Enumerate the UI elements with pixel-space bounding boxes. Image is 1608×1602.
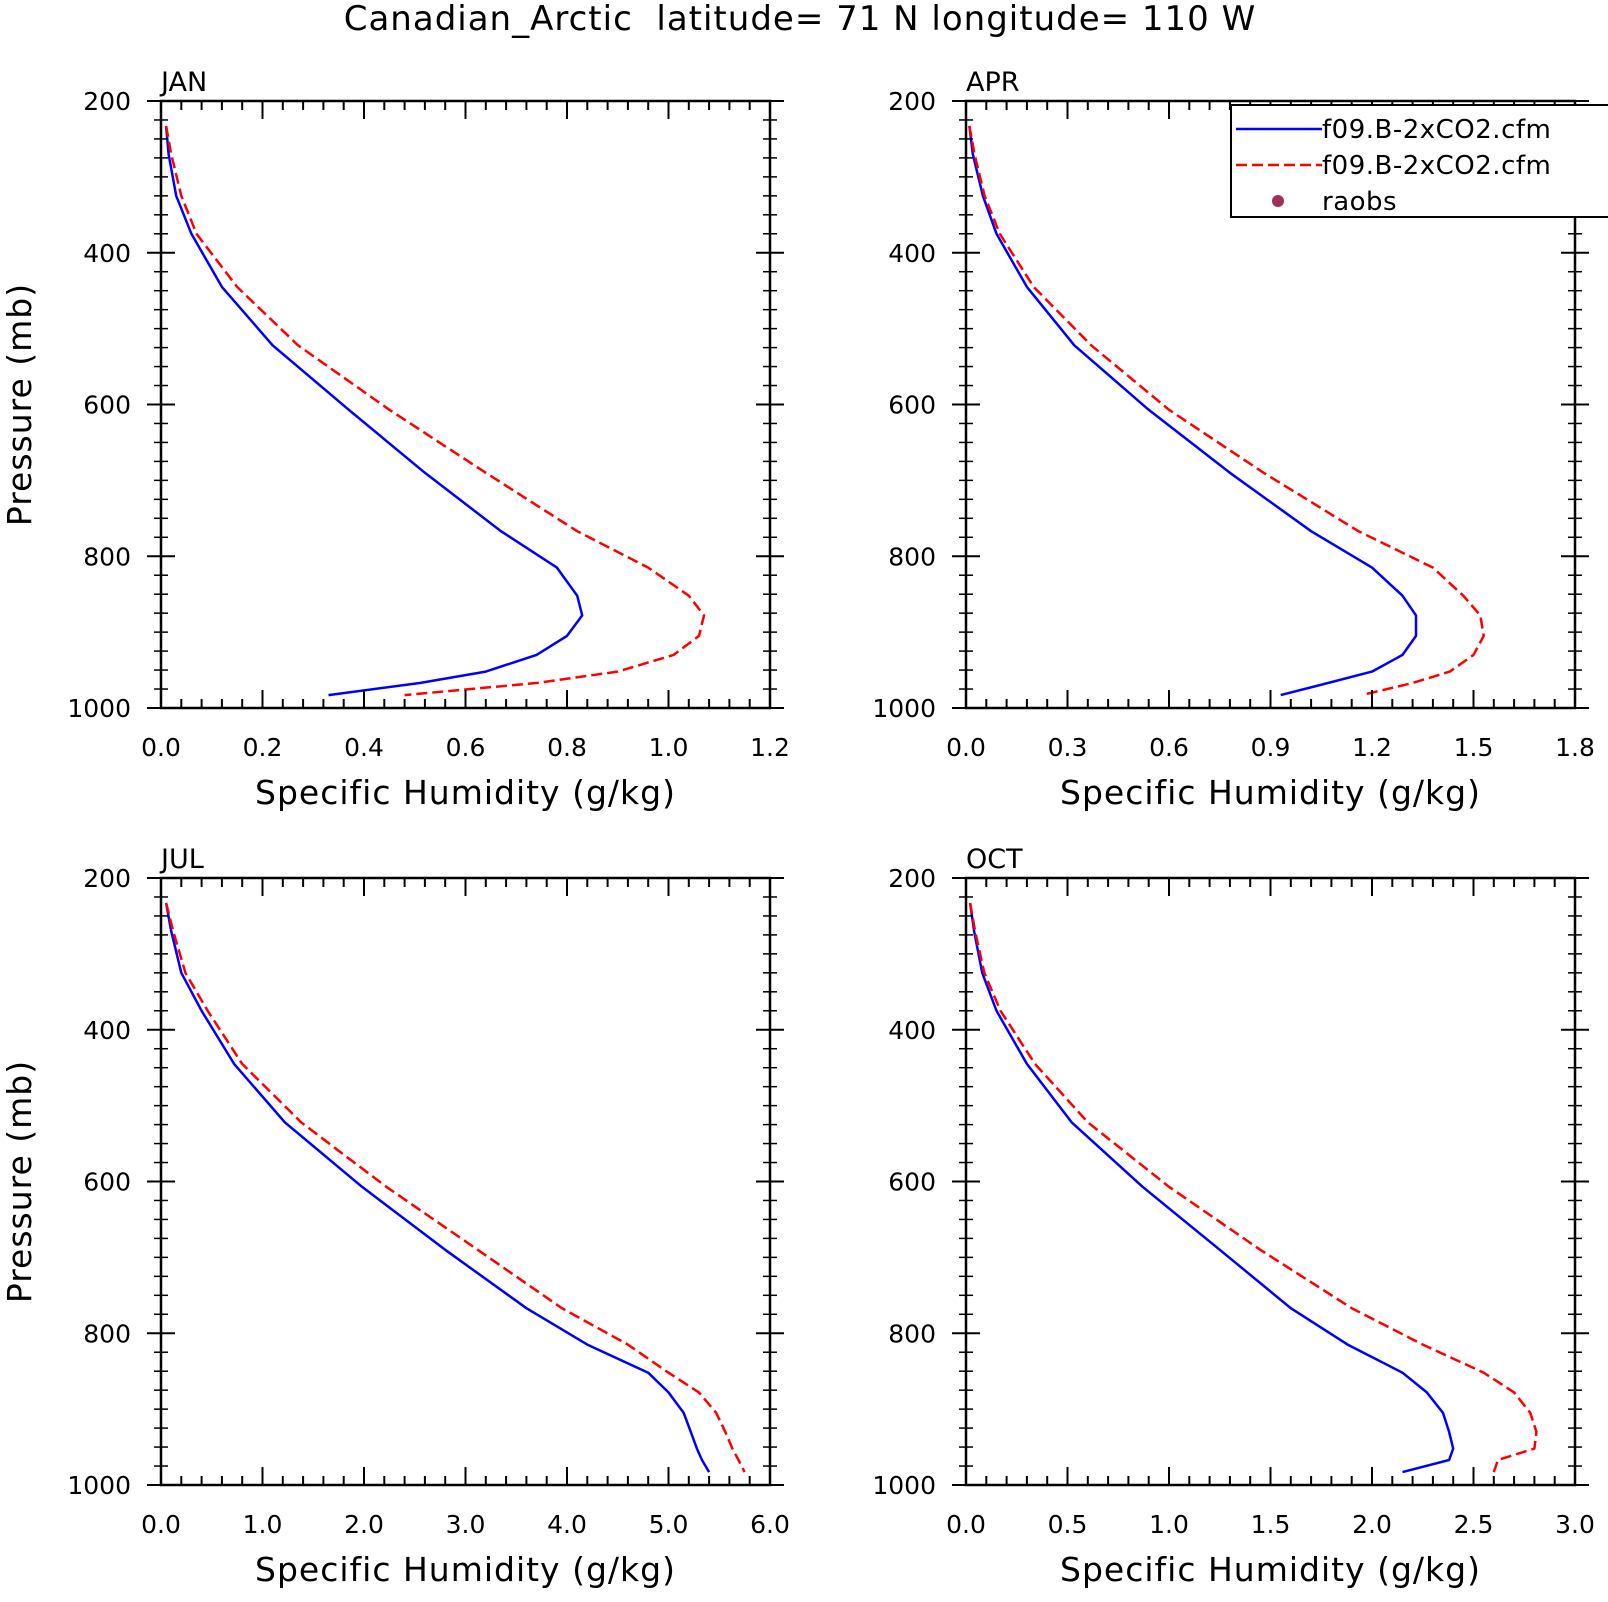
panel-jan: 0.0 0.2 0.4 0.6 0.8 1.0 1.2 200 400 600 800 1000 JAN… <box>0 67 790 812</box>
y-tick-label: 200 <box>888 87 936 116</box>
x-tick-label: 4.0 <box>547 1510 587 1539</box>
x-axis-label: Specific Humidity (g/kg) <box>255 773 676 812</box>
x-tick-label: 0.0 <box>946 1510 986 1539</box>
panel-apr: 0.0 0.3 0.6 0.9 1.2 1.5 1.8 200 400 600 800 1000 APR… <box>872 67 1595 812</box>
legend-box <box>1230 104 1608 218</box>
x-tick-label: 0.8 <box>547 733 587 762</box>
y-tick-label: 200 <box>888 864 936 893</box>
panel-title: APR <box>966 67 1020 98</box>
series-line-1 <box>164 902 711 1473</box>
x-tick-label: 0.4 <box>344 733 384 762</box>
y-tick-label: 1000 <box>872 694 936 723</box>
x-tick-label: 1.0 <box>649 733 689 762</box>
x-tick-label: 1.5 <box>1454 733 1494 762</box>
panel-title: JAN <box>159 67 207 98</box>
y-tick-label: 400 <box>888 239 936 268</box>
x-tick-label: 2.0 <box>1352 1510 1392 1539</box>
y-tick-label: 600 <box>83 391 131 420</box>
y-tick-label: 1000 <box>872 1471 936 1500</box>
plot-frame <box>964 876 1577 1487</box>
y-tick-label: 800 <box>888 542 936 571</box>
x-axis-label: Specific Humidity (g/kg) <box>255 1550 676 1589</box>
x-tick-label: 1.0 <box>1149 1510 1189 1539</box>
series-line-1 <box>164 125 584 697</box>
x-tick-label: 1.2 <box>1352 733 1392 762</box>
y-axis-label: Pressure (mb) <box>0 283 39 526</box>
y-tick-label: 600 <box>888 391 936 420</box>
y-axis-label: Pressure (mb) <box>0 1060 39 1303</box>
x-tick-label: 0.0 <box>141 1510 181 1539</box>
panel-jul: 0.0 1.0 2.0 3.0 4.0 5.0 6.0 200 400 600 800 1000 JUL… <box>0 844 790 1589</box>
x-axis-label: Specific Humidity (g/kg) <box>1060 1550 1481 1589</box>
panels: 0.0 0.2 0.4 0.6 0.8 1.0 1.2 200 400 600 800 1000 JAN… <box>0 67 1595 1589</box>
y-tick-label: 400 <box>888 1016 936 1045</box>
y-tick-label: 200 <box>83 864 131 893</box>
x-tick-label: 1.5 <box>1251 1510 1291 1539</box>
x-tick-label: 6.0 <box>750 1510 790 1539</box>
y-tick-label: 600 <box>888 1168 936 1197</box>
x-tick-label: 2.5 <box>1454 1510 1494 1539</box>
legend-marker <box>1272 195 1284 207</box>
legend-label: raobs <box>1322 187 1397 217</box>
x-tick-label: 1.2 <box>750 733 790 762</box>
x-tick-label: 1.8 <box>1555 733 1595 762</box>
y-tick-label: 800 <box>83 542 131 571</box>
plot-frame <box>159 876 772 1487</box>
series-line-2 <box>164 125 706 697</box>
series-line-2 <box>164 902 746 1473</box>
y-tick-label: 200 <box>83 87 131 116</box>
x-axis-label: Specific Humidity (g/kg) <box>1060 773 1481 812</box>
series-line-2 <box>968 902 1538 1473</box>
y-tick-label: 400 <box>83 239 131 268</box>
x-tick-label: 2.0 <box>344 1510 384 1539</box>
legend-label: f09.B-2xCO2.cfm <box>1322 151 1551 181</box>
legend: f09.B-2xCO2.cfm f09.B-2xCO2.cfm raobs <box>1230 104 1608 218</box>
series-line-2 <box>968 125 1485 697</box>
x-tick-label: 3.0 <box>1555 1510 1595 1539</box>
x-tick-label: 5.0 <box>649 1510 689 1539</box>
x-tick-label: 0.0 <box>946 733 986 762</box>
panel-title: OCT <box>966 844 1023 875</box>
y-tick-label: 800 <box>83 1319 131 1348</box>
y-tick-label: 600 <box>83 1168 131 1197</box>
x-tick-label: 0.6 <box>1149 733 1189 762</box>
x-tick-label: 0.3 <box>1048 733 1088 762</box>
series-line-1 <box>968 902 1455 1474</box>
x-tick-label: 0.5 <box>1048 1510 1088 1539</box>
plot-frame <box>159 99 772 710</box>
y-tick-label: 400 <box>83 1016 131 1045</box>
x-tick-label: 1.0 <box>243 1510 283 1539</box>
legend-label: f09.B-2xCO2.cfm <box>1322 115 1551 145</box>
x-tick-label: 0.0 <box>141 733 181 762</box>
panel-oct: 0.0 0.5 1.0 1.5 2.0 2.5 3.0 200 400 600 800 1000 OCT… <box>872 844 1595 1589</box>
page-title: Canadian_Arctic latitude= 71 N longitude… <box>344 0 1257 39</box>
x-tick-label: 0.2 <box>243 733 283 762</box>
x-tick-label: 3.0 <box>446 1510 486 1539</box>
x-tick-label: 0.9 <box>1251 733 1291 762</box>
y-tick-label: 800 <box>888 1319 936 1348</box>
y-tick-label: 1000 <box>67 1471 131 1500</box>
series-line-1 <box>968 125 1418 697</box>
y-tick-label: 1000 <box>67 694 131 723</box>
x-tick-label: 0.6 <box>446 733 486 762</box>
panel-title: JUL <box>159 844 204 875</box>
